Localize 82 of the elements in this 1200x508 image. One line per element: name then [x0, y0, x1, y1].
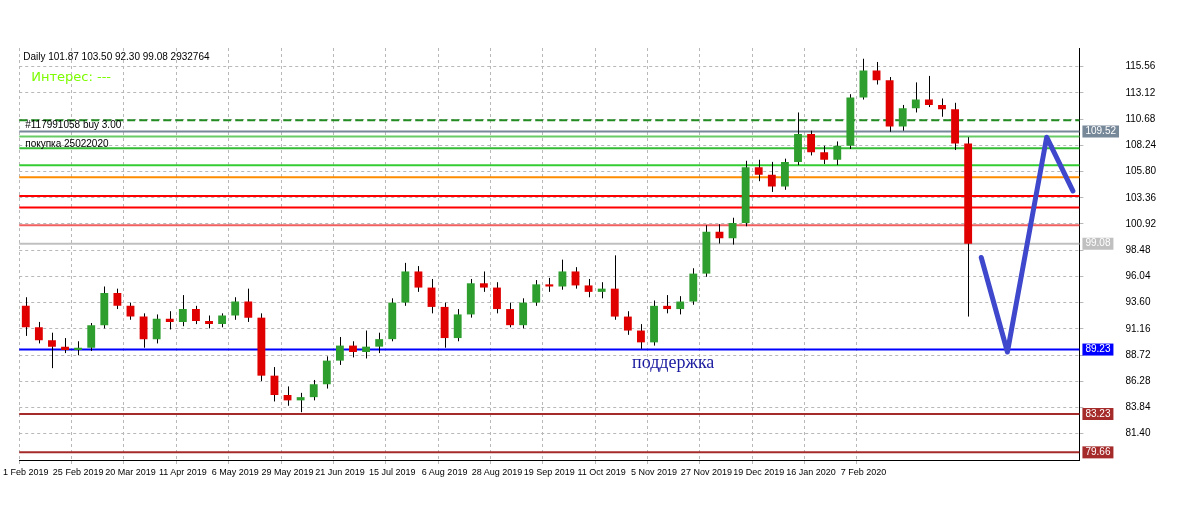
- candlestick: [820, 145, 829, 165]
- x-tick-label: 21 Jun 2019: [315, 466, 365, 477]
- y-tick-label: 98.48: [1125, 243, 1151, 255]
- y-tick-label: 83.84: [1125, 401, 1151, 413]
- x-tick-label: 5 Nov 2019: [631, 466, 678, 477]
- x-tick-label: 28 Aug 2019: [471, 466, 523, 477]
- candlestick: [414, 265, 423, 293]
- candlestick: [493, 281, 501, 314]
- y-tick-label: 115.56: [1125, 60, 1156, 72]
- candlestick: [676, 295, 685, 315]
- y-tick-label: 100.92: [1125, 217, 1157, 229]
- candlestick: [87, 322, 96, 352]
- candlestick: [152, 313, 161, 344]
- y-tick-label: 110.68: [1125, 112, 1156, 124]
- x-tick-label: 16 Jan 2020: [786, 466, 836, 477]
- candlestick: [637, 323, 645, 350]
- x-tick-label: 25 Feb 2019: [52, 466, 104, 477]
- y-tick-label: 113.12: [1125, 86, 1156, 98]
- y-tick-label: 103.36: [1125, 191, 1157, 203]
- x-tick-label: 7 Feb 2020: [840, 466, 887, 477]
- candlestick: [375, 332, 384, 354]
- candlestick: [532, 279, 541, 307]
- ref-line-label: 89.23: [1085, 343, 1111, 355]
- annotation: #117991058 buy 3.00: [25, 118, 122, 130]
- y-tick-label: 86.28: [1125, 375, 1151, 386]
- candlestick: [584, 278, 593, 298]
- y-tick-label: 105.80: [1125, 165, 1157, 177]
- candlestick: [192, 305, 200, 325]
- ref-line-label: 109.52: [1085, 125, 1117, 137]
- candlestick: [519, 297, 528, 329]
- candlestick: [479, 270, 488, 293]
- candlestick: [21, 296, 30, 337]
- x-tick-label: 20 Mar 2019: [105, 466, 156, 477]
- candlestick: [911, 81, 920, 113]
- x-tick-label: 6 Aug 2019: [421, 466, 468, 477]
- candlestick: [244, 288, 253, 323]
- candlestick: [807, 130, 816, 156]
- candlestick: [296, 392, 305, 413]
- candlestick: [767, 161, 776, 193]
- ref-line-label: 83.23: [1085, 407, 1111, 419]
- candlestick: [335, 336, 344, 366]
- y-tick-label: 96.04: [1125, 270, 1151, 282]
- x-tick-label: 15 Jul 2019: [368, 466, 416, 477]
- x-tick-label: 19 Sep 2019: [523, 466, 575, 477]
- x-tick-label: 11 Oct 2019: [577, 466, 626, 477]
- ref-line-label: 79.66: [1085, 446, 1111, 458]
- candlestick: [139, 312, 148, 349]
- candlestick: [558, 259, 567, 291]
- ref-line-label: 99.08: [1085, 237, 1111, 249]
- y-tick-label: 91.16: [1125, 322, 1151, 334]
- y-tick-label: 108.24: [1125, 139, 1157, 151]
- annotation: покупка 25022020: [25, 137, 109, 149]
- y-tick-label: 88.72: [1125, 348, 1151, 360]
- candlestick: [506, 302, 514, 328]
- candlestick: [663, 294, 672, 314]
- annotation: Интерес: ---: [31, 69, 112, 85]
- x-tick-label: 11 Apr 2019: [158, 466, 207, 477]
- x-tick-label: 27 Nov 2019: [680, 466, 732, 477]
- candlestick: [938, 97, 946, 118]
- annotation: поддержка: [632, 351, 715, 372]
- candlestick: [165, 310, 174, 330]
- candlestick: [309, 379, 318, 401]
- x-tick-label: 1 Feb 2019: [3, 466, 49, 477]
- candlestick: [34, 321, 43, 344]
- x-tick-label: 19 Dec 2019: [733, 466, 785, 477]
- candlestick: [623, 310, 632, 336]
- candlestick: [453, 308, 462, 342]
- candlestick: [754, 159, 763, 182]
- x-tick-label: 29 May 2019: [261, 466, 314, 477]
- candlestick: [898, 104, 907, 132]
- candlestick: [924, 75, 933, 108]
- candlestick: [178, 294, 187, 327]
- candlestick: [231, 296, 240, 321]
- candlestick: [362, 330, 371, 359]
- y-tick-label: 93.60: [1125, 296, 1151, 308]
- candlestick: [113, 288, 122, 310]
- candlestick: [833, 140, 842, 166]
- y-tick-label: 81.40: [1125, 427, 1151, 439]
- x-tick-label: 6 May 2019: [211, 466, 259, 477]
- chart-title: Daily 101.87 103.50 92.30 99.08 2932764: [23, 50, 210, 62]
- candlestick: [322, 355, 331, 390]
- candlestick: [48, 332, 56, 369]
